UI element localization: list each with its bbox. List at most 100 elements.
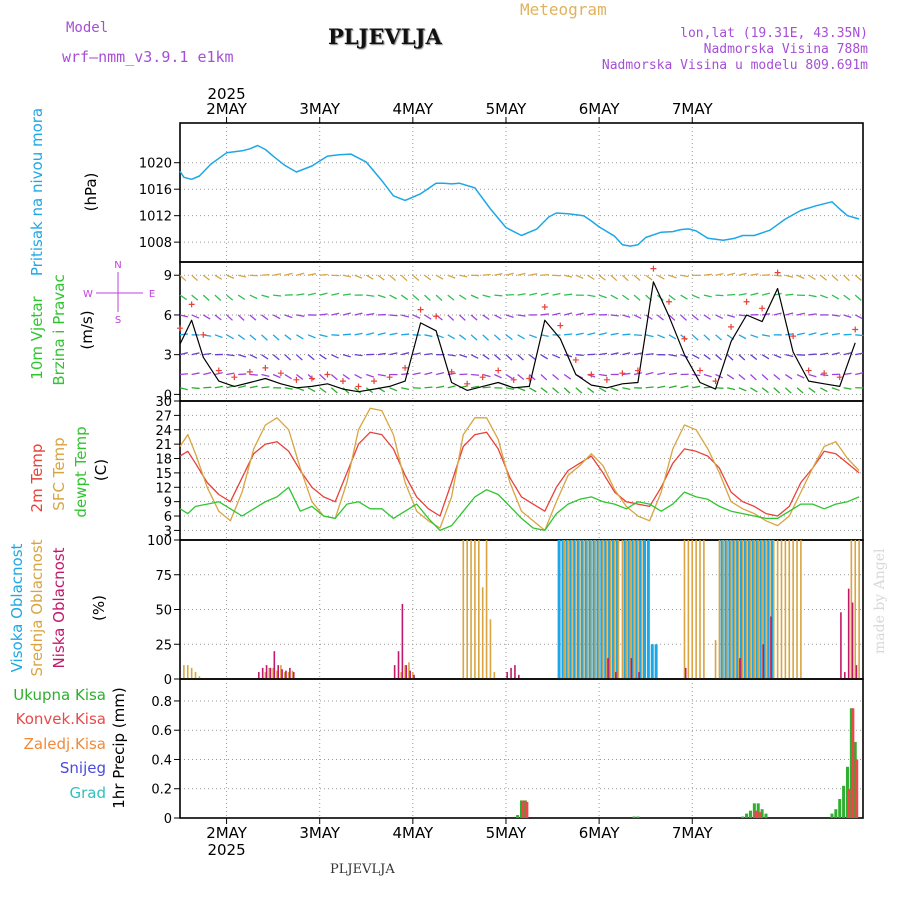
bottom-day-label: 2MAY [206,824,248,842]
wind-arrow [354,312,363,316]
wind-arrow [447,334,456,340]
gust-marker [572,356,579,363]
wind-arrow [528,354,536,361]
wind-arrow [401,352,410,356]
precip-conv-bar [525,801,529,818]
wind-arrow [179,294,188,301]
wind-arrow [401,333,410,336]
wind-arrow [401,387,410,391]
wind-arrow [249,274,258,277]
wind-arrow [505,387,514,391]
wind-arrow [808,373,817,378]
gust-marker [634,367,641,374]
wind-arrow [610,294,619,300]
wind-arrow [715,272,724,276]
wind-arrow [412,387,421,389]
wind-arrow [261,354,269,360]
wind-arrow [843,314,852,319]
wind-arrow [703,273,712,276]
wind-arrow [564,312,573,316]
ytick-label-wind-0: 0 [164,388,172,403]
wind-arrow [575,274,584,279]
wind-arrow [261,273,270,276]
wind-arrow [843,274,850,282]
wind-arrow [296,374,304,380]
wind-arrow [249,314,257,321]
cloud-low-label: Niska Oblacnost [50,547,68,668]
wind-arrow [785,274,794,278]
wind-arrow [214,294,222,301]
ytick-label-temperature-3: 12 [155,481,172,496]
wind-arrow [459,274,468,278]
wind-arrow [819,274,827,281]
wind-arrow [820,387,828,393]
ytick-label-cloud-2: 50 [155,604,172,619]
wind-arrow [179,352,188,356]
wind-arrow [552,387,559,394]
gust-marker [712,378,719,385]
wind-arrow [843,372,852,376]
precip-conv-bar [758,812,762,818]
gust-marker [728,323,735,330]
wind-arrow [412,274,420,282]
wind-arrow [796,274,805,280]
wind-arrow [540,374,548,381]
wind-arrow [808,313,817,316]
wind-arrow [622,294,630,301]
precip-conv-bar [521,800,525,818]
wind-arrow [447,385,456,389]
wind-arrow [482,354,490,360]
gust-marker [510,376,517,383]
wind-arrow [540,387,548,394]
wind-arrow [668,354,677,357]
top-time-axis: 2MAY 3MAY 4MAY 5MAY 6MAY 7MAY 2025 [206,85,713,123]
wind-arrow [494,373,502,379]
wind-arrow [401,314,410,318]
wind-arrow [202,274,211,281]
wind-arrow [435,294,443,301]
wind-arrow [319,334,328,338]
precip-total-bar [636,816,640,818]
wind-arrow [703,334,711,341]
wind-arrow [517,293,526,296]
wind-arrow [528,374,536,381]
wind-arrow [564,333,573,336]
wind-label-2: Brzina i Pravac [50,274,68,385]
wind-arrow [179,274,187,282]
wind-arrow [354,373,362,379]
wind-arrow [389,332,398,336]
wind-arrow [726,314,736,318]
ytick-label-wind-3: 9 [164,269,172,284]
wind-arrow [238,385,247,389]
wind-arrow [377,294,386,299]
wind-arrow [296,314,305,317]
wind-arrow [249,354,258,359]
ytick-label-precipitation-2: 0.4 [151,753,172,768]
wind-arrow [331,354,339,359]
wind-arrow [202,314,211,320]
wind-arrow [831,332,840,336]
wind-arrow [750,273,759,276]
wind-arrow [656,314,664,321]
wind-arrow [330,387,338,394]
wind-arrow [401,372,410,376]
wind-arrow [633,352,643,356]
wind-arrow [517,272,526,276]
wind-arrow [820,352,829,356]
ytick-label-temperature-5: 18 [155,453,172,468]
precip-total-bar [838,798,842,818]
wind-arrow [249,334,257,341]
wind-arrow [529,334,537,339]
wind-arrow [307,334,316,339]
gust-marker [402,364,409,371]
wind-arrow [552,354,561,359]
wind-arrow [470,385,480,389]
wind-arrow [447,274,456,279]
gust-marker [603,376,610,383]
gust-marker [821,370,828,377]
wind-arrow [563,373,572,380]
wind-arrow [214,385,223,389]
wind-arrow [179,314,188,318]
wind-arrow [191,387,200,390]
